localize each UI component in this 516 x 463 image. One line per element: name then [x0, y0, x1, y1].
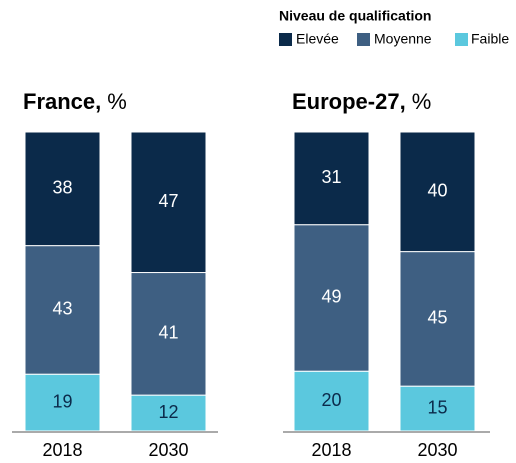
bar-segment: [24, 245, 101, 375]
bar-segment: [293, 131, 370, 226]
bar-segment: [399, 385, 476, 432]
bar-segment: [24, 131, 101, 247]
x-tick-label: 2030: [417, 440, 457, 460]
legend-swatch: [455, 33, 468, 46]
x-tick-label: 2018: [42, 440, 82, 460]
chart-title-unit: %: [412, 89, 432, 114]
bar-segment: [130, 272, 207, 396]
x-tick-label: 2030: [148, 440, 188, 460]
legend-title: Niveau de qualification: [279, 8, 431, 24]
value-label: 19: [52, 391, 72, 411]
value-label: 31: [321, 167, 341, 187]
value-label: 38: [52, 178, 72, 198]
value-label: 43: [52, 299, 72, 319]
x-tick-label: 2018: [311, 440, 351, 460]
chart-title: Europe-27,%: [292, 89, 431, 114]
bar-segment: [24, 373, 101, 432]
bar-segment: [293, 224, 370, 372]
bar-segment: [130, 131, 207, 274]
legend-label: Moyenne: [374, 31, 432, 47]
bar-segment: [399, 251, 476, 387]
bar-segment: [399, 131, 476, 253]
value-label: 45: [427, 308, 447, 328]
chart-title-unit: %: [107, 89, 127, 114]
bar-segment: [130, 394, 207, 432]
legend-swatch: [357, 33, 370, 46]
legend-swatch: [279, 33, 292, 46]
value-label: 41: [158, 323, 178, 343]
value-label: 47: [158, 191, 178, 211]
value-label: 40: [427, 181, 447, 201]
legend-label: Elevée: [296, 31, 339, 47]
value-label: 20: [321, 390, 341, 410]
chart-title-name: Europe-27,: [292, 89, 406, 114]
value-label: 49: [321, 287, 341, 307]
chart-title: France,%: [23, 89, 127, 114]
chart-title-name: France,: [23, 89, 101, 114]
value-label: 15: [427, 397, 447, 417]
value-label: 12: [158, 402, 178, 422]
legend-label: Faible: [471, 31, 509, 47]
bar-segment: [293, 370, 370, 432]
